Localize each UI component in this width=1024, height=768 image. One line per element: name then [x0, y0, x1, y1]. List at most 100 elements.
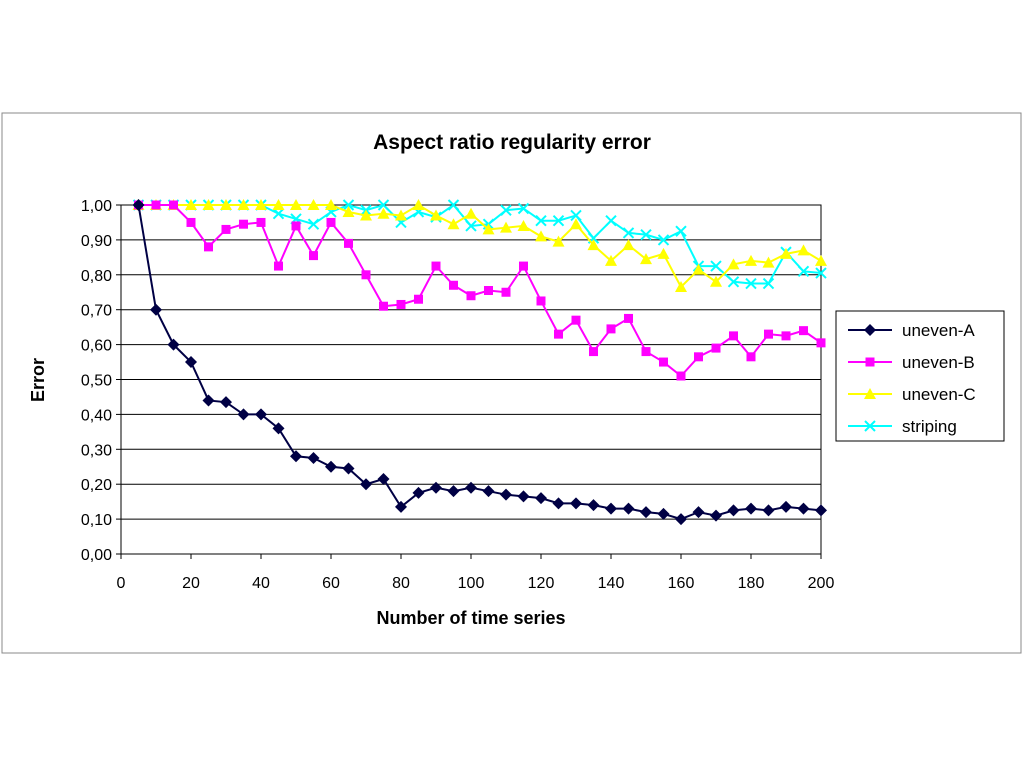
data-point-uneven-b [466, 291, 476, 301]
data-point-uneven-b [816, 338, 826, 348]
data-point-uneven-a [447, 485, 460, 498]
data-point-uneven-b [624, 313, 633, 323]
data-point-uneven-c [465, 207, 477, 219]
chart-title: Aspect ratio regularity error [373, 131, 651, 154]
data-point-uneven-a [307, 452, 320, 465]
x-tick-label: 100 [458, 575, 485, 592]
data-point-uneven-c [342, 205, 355, 217]
data-point-uneven-a [272, 422, 285, 435]
legend-label-uneven-b: uneven-B [902, 353, 975, 372]
data-point-uneven-b [449, 280, 458, 290]
y-tick-label: 0,80 [81, 268, 112, 285]
data-point-uneven-b [379, 301, 388, 311]
data-point-striping [447, 199, 460, 211]
data-point-uneven-a [552, 497, 565, 510]
y-tick-label: 1,00 [81, 198, 112, 215]
data-point-uneven-a [220, 396, 232, 409]
data-point-uneven-b [606, 324, 616, 334]
data-point-uneven-a [167, 338, 180, 351]
data-point-striping [745, 277, 757, 290]
y-tick-label: 0,60 [81, 338, 112, 355]
data-point-uneven-a [675, 513, 687, 526]
data-point-striping [535, 214, 547, 227]
data-point-uneven-c [605, 254, 617, 266]
data-point-uneven-a [745, 502, 757, 515]
plot-area: 0,00 0,10 0,20 0,30 0,40 0,50 0,60 0,70 0,80 0,90… [81, 198, 835, 592]
data-point-striping [797, 265, 810, 278]
y-tick-label: 0,30 [81, 442, 112, 459]
data-point-uneven-b [291, 221, 301, 231]
data-point-uneven-a [692, 506, 705, 519]
data-point-uneven-a [517, 490, 530, 503]
data-point-uneven-b [361, 270, 371, 280]
data-point-uneven-c [412, 199, 425, 210]
series-line-uneven-c [138, 203, 822, 289]
data-point-uneven-b [536, 296, 546, 306]
data-point-uneven-b [186, 217, 196, 227]
legend-marker-uneven-b [865, 357, 875, 367]
data-point-uneven-c [517, 219, 530, 231]
x-tick-label: 60 [322, 575, 340, 592]
data-point-uneven-b [501, 287, 511, 297]
data-point-uneven-c [202, 199, 215, 210]
y-tick-label: 0,40 [81, 407, 112, 424]
legend-label-striping: striping [902, 417, 957, 436]
legend: uneven-A uneven-B uneven-C striping [835, 310, 1005, 442]
data-point-striping [710, 260, 722, 272]
data-point-striping [815, 267, 827, 279]
data-point-uneven-b [571, 315, 581, 325]
data-point-uneven-c [325, 199, 337, 210]
data-point-uneven-b [781, 331, 791, 341]
data-point-uneven-a [570, 497, 582, 510]
data-point-uneven-c [237, 199, 250, 210]
data-point-uneven-b [764, 329, 773, 339]
y-axis-label: Error [28, 358, 48, 402]
data-point-uneven-a [430, 481, 442, 494]
data-point-uneven-a [325, 460, 337, 473]
data-point-uneven-c [710, 275, 722, 287]
data-point-striping [657, 234, 670, 246]
x-tick-label: 40 [252, 575, 270, 592]
data-point-uneven-c [762, 256, 775, 268]
data-point-striping [762, 277, 775, 290]
data-point-uneven-a [815, 504, 827, 517]
data-point-uneven-b [256, 217, 266, 227]
data-point-uneven-b [711, 343, 721, 353]
data-point-uneven-b [729, 331, 738, 341]
data-point-uneven-a [150, 303, 162, 316]
data-point-uneven-b [431, 261, 441, 271]
data-point-uneven-b [309, 251, 318, 261]
data-point-uneven-a [132, 199, 145, 211]
data-point-uneven-a [587, 499, 600, 512]
x-tick-label: 140 [598, 575, 625, 592]
data-point-uneven-b [746, 352, 756, 362]
data-point-uneven-c [692, 263, 705, 275]
data-point-uneven-b [676, 371, 686, 381]
legend-box [835, 310, 1005, 442]
legend-label-uneven-c: uneven-C [902, 385, 976, 404]
y-tick-label: 0,90 [81, 233, 112, 250]
y-tick-label: 0,70 [81, 303, 112, 320]
data-point-uneven-b [326, 217, 336, 227]
data-point-uneven-a [762, 504, 775, 517]
data-point-uneven-b [484, 286, 493, 296]
data-point-uneven-b [204, 242, 213, 252]
data-point-uneven-a [360, 478, 372, 491]
data-point-striping [605, 214, 617, 227]
x-axis-label: Number of time series [376, 608, 565, 628]
x-tick-label: 0 [117, 575, 126, 592]
data-point-uneven-a [465, 481, 477, 494]
data-point-uneven-a [605, 502, 617, 515]
data-point-uneven-b [169, 200, 178, 210]
data-point-uneven-c [640, 253, 652, 265]
data-point-uneven-a [395, 500, 407, 513]
data-point-uneven-c [360, 209, 372, 221]
series-line-uneven-b [138, 204, 822, 378]
data-point-uneven-b [344, 238, 353, 248]
y-tick-label: 0,50 [81, 373, 112, 390]
data-point-uneven-a [202, 394, 215, 407]
legend-marker-uneven-a [864, 324, 876, 336]
data-point-uneven-b [239, 219, 248, 229]
series-line-uneven-a [137, 204, 822, 521]
